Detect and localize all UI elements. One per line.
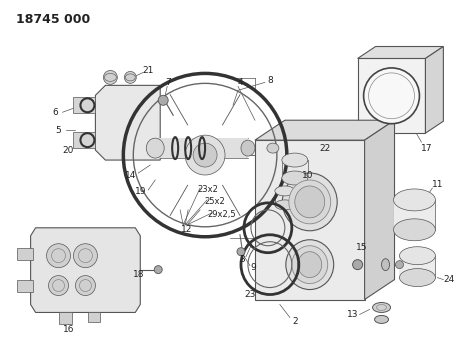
Polygon shape xyxy=(365,120,394,300)
Polygon shape xyxy=(95,85,160,160)
Text: 8: 8 xyxy=(267,76,273,85)
Ellipse shape xyxy=(282,153,308,167)
Text: 24: 24 xyxy=(444,275,455,284)
Text: 18745 000: 18745 000 xyxy=(16,13,90,26)
Text: 3: 3 xyxy=(239,255,245,264)
Text: 29x2,5: 29x2,5 xyxy=(208,210,236,219)
Circle shape xyxy=(46,244,71,268)
Text: 12: 12 xyxy=(181,225,193,234)
Text: 4: 4 xyxy=(237,78,243,87)
Text: 25x2: 25x2 xyxy=(205,197,226,206)
Ellipse shape xyxy=(298,252,322,278)
Polygon shape xyxy=(31,228,140,313)
Circle shape xyxy=(185,135,225,175)
Bar xyxy=(399,256,435,278)
Ellipse shape xyxy=(282,171,308,185)
Bar xyxy=(73,97,95,113)
Ellipse shape xyxy=(372,302,391,313)
Circle shape xyxy=(154,266,162,274)
Ellipse shape xyxy=(295,186,325,218)
Circle shape xyxy=(237,248,245,256)
Text: 9: 9 xyxy=(250,263,256,272)
Text: 5: 5 xyxy=(56,126,61,135)
Text: 22: 22 xyxy=(319,144,330,153)
Polygon shape xyxy=(358,58,425,133)
Text: 13: 13 xyxy=(347,310,359,319)
Circle shape xyxy=(75,275,95,295)
Text: 18: 18 xyxy=(133,270,144,279)
Ellipse shape xyxy=(275,200,295,210)
Circle shape xyxy=(364,68,419,124)
Ellipse shape xyxy=(282,173,337,231)
Bar xyxy=(17,280,33,292)
Ellipse shape xyxy=(275,186,295,196)
Polygon shape xyxy=(358,47,443,58)
Bar xyxy=(17,248,33,260)
Text: 2: 2 xyxy=(292,317,298,326)
Text: 19: 19 xyxy=(134,188,146,196)
Bar xyxy=(275,191,295,205)
Ellipse shape xyxy=(146,138,164,158)
Ellipse shape xyxy=(393,189,435,211)
Bar xyxy=(282,160,308,178)
Ellipse shape xyxy=(399,269,435,287)
Bar xyxy=(59,313,73,324)
Circle shape xyxy=(396,261,404,269)
Ellipse shape xyxy=(292,246,328,284)
Polygon shape xyxy=(255,140,365,300)
Ellipse shape xyxy=(289,180,331,224)
Circle shape xyxy=(73,244,97,268)
Bar xyxy=(73,132,95,148)
Text: 23: 23 xyxy=(244,290,256,299)
Circle shape xyxy=(352,260,363,270)
Text: 21: 21 xyxy=(143,66,154,75)
Text: 16: 16 xyxy=(63,325,74,334)
Text: 11: 11 xyxy=(432,181,443,189)
Ellipse shape xyxy=(375,315,389,323)
Bar xyxy=(393,200,435,230)
Text: 6: 6 xyxy=(53,108,59,117)
Circle shape xyxy=(48,275,68,295)
Bar xyxy=(88,313,100,322)
Ellipse shape xyxy=(399,247,435,265)
Text: 10: 10 xyxy=(302,170,313,180)
Ellipse shape xyxy=(267,143,279,153)
Text: 20: 20 xyxy=(63,146,74,155)
Ellipse shape xyxy=(241,140,255,156)
Bar xyxy=(155,138,248,158)
Text: 15: 15 xyxy=(356,243,367,252)
Text: 17: 17 xyxy=(421,144,432,153)
Ellipse shape xyxy=(382,259,390,271)
Ellipse shape xyxy=(393,219,435,241)
Circle shape xyxy=(193,143,217,167)
Ellipse shape xyxy=(286,240,334,289)
Circle shape xyxy=(124,71,136,83)
Text: 23x2: 23x2 xyxy=(198,186,219,195)
Text: 14: 14 xyxy=(125,170,136,180)
Circle shape xyxy=(103,70,117,84)
Text: 7: 7 xyxy=(166,78,171,87)
Polygon shape xyxy=(255,120,394,140)
Polygon shape xyxy=(425,47,443,133)
Circle shape xyxy=(158,95,168,105)
